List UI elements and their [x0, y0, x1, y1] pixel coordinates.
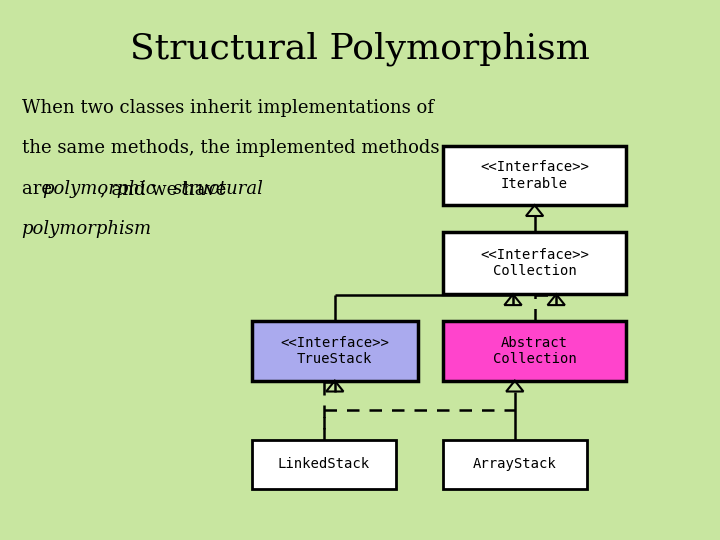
Text: the same methods, the implemented methods: the same methods, the implemented method…	[22, 139, 439, 158]
Text: Abstract
Collection: Abstract Collection	[492, 336, 577, 366]
Text: ArrayStack: ArrayStack	[473, 457, 557, 471]
Text: are: are	[22, 180, 58, 198]
Text: <<Interface>>
TrueStack: <<Interface>> TrueStack	[280, 336, 390, 366]
FancyBboxPatch shape	[443, 146, 626, 205]
Text: polymorphic: polymorphic	[42, 180, 156, 198]
Text: polymorphism: polymorphism	[22, 220, 152, 239]
Text: LinkedStack: LinkedStack	[278, 457, 370, 471]
Text: , and we have: , and we have	[100, 180, 232, 198]
FancyBboxPatch shape	[443, 440, 587, 489]
FancyBboxPatch shape	[443, 321, 626, 381]
FancyBboxPatch shape	[252, 440, 396, 489]
FancyBboxPatch shape	[252, 321, 418, 381]
Text: <<Interface>>
Collection: <<Interface>> Collection	[480, 248, 589, 278]
Text: <<Interface>>
Iterable: <<Interface>> Iterable	[480, 160, 589, 191]
Text: When two classes inherit implementations of: When two classes inherit implementations…	[22, 99, 433, 117]
FancyBboxPatch shape	[443, 232, 626, 294]
Text: Structural Polymorphism: Structural Polymorphism	[130, 31, 590, 66]
Text: structural: structural	[173, 180, 264, 198]
